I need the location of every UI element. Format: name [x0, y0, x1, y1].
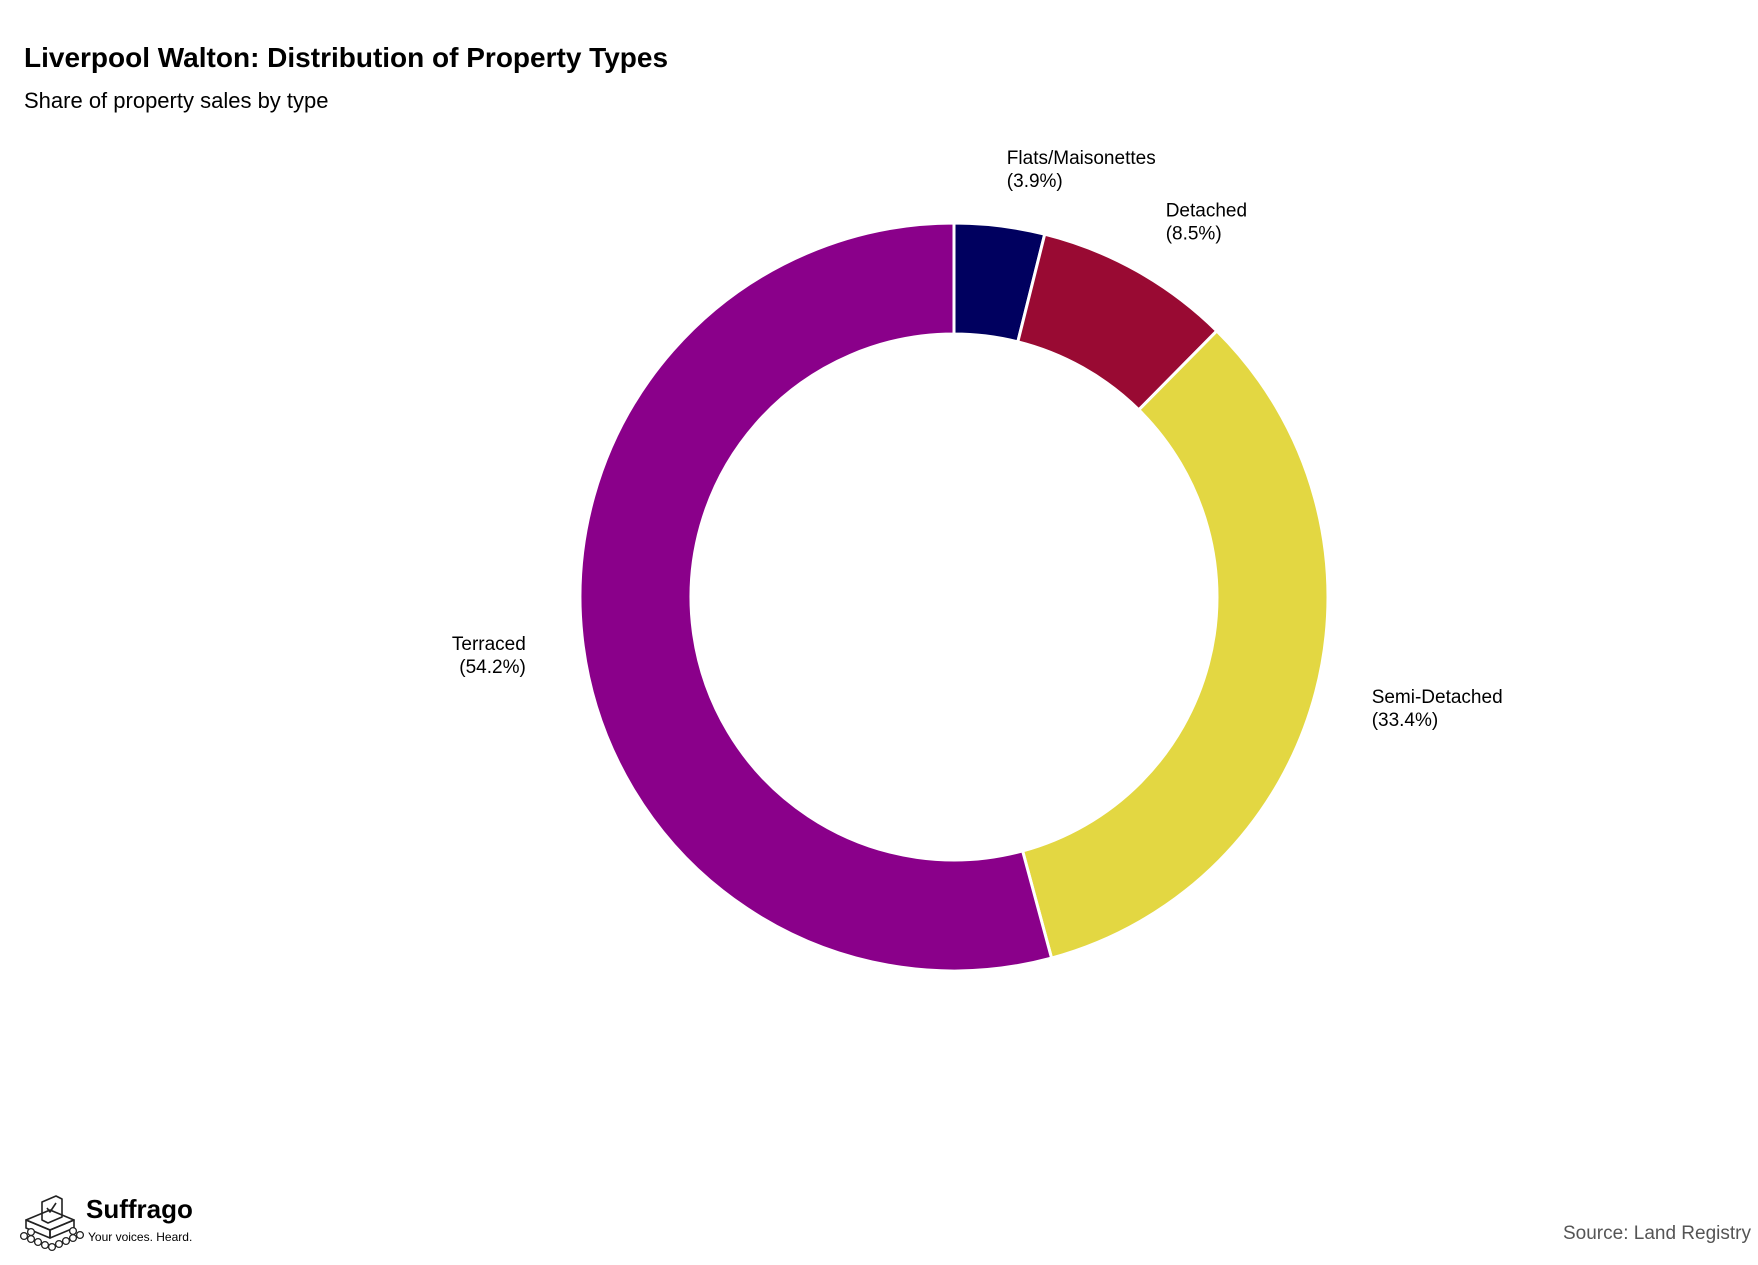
slice-name: Detached	[1166, 200, 1247, 221]
donut-slice-semi-detached	[1020, 328, 1330, 960]
brand-tagline: Your voices. Heard.	[88, 1230, 193, 1244]
brand-logo: Suffrago Your voices. Heard.	[16, 1192, 206, 1252]
slice-percent: (33.4%)	[1372, 710, 1439, 731]
chart-subtitle: Share of property sales by type	[24, 88, 329, 113]
slice-label-flats-maisonettes: Flats/Maisonettes (3.9%)	[1007, 148, 1156, 192]
slice-name: Terraced	[452, 634, 526, 655]
chart-title: Liverpool Walton: Distribution of Proper…	[24, 42, 669, 73]
ballot-box-icon	[19, 1195, 85, 1252]
slice-label-terraced: Terraced (54.2%)	[452, 634, 526, 678]
brand-name: Suffrago	[86, 1194, 193, 1224]
slice-label-detached: Detached (8.5%)	[1166, 200, 1247, 244]
donut-slice-terraced	[578, 221, 1054, 973]
slice-label-semi-detached: Semi-Detached (33.4%)	[1372, 687, 1503, 731]
slice-percent: (8.5%)	[1166, 223, 1222, 244]
slice-name: Flats/Maisonettes	[1007, 148, 1156, 169]
slice-percent: (54.2%)	[459, 657, 526, 678]
slice-name: Semi-Detached	[1372, 687, 1503, 708]
source-note: Source: Land Registry	[1563, 1223, 1751, 1244]
slice-percent: (3.9%)	[1007, 171, 1063, 192]
